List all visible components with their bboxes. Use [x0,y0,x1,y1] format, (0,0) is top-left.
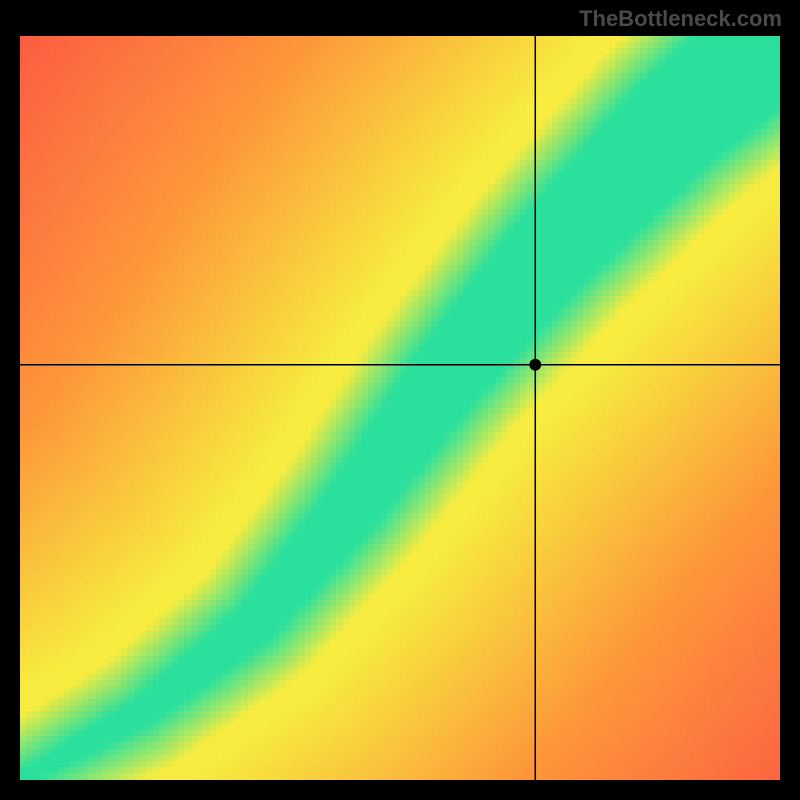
heatmap-canvas [20,36,780,780]
plot-frame [20,36,780,780]
watermark-text: TheBottleneck.com [579,6,782,32]
chart-container: TheBottleneck.com [0,0,800,800]
